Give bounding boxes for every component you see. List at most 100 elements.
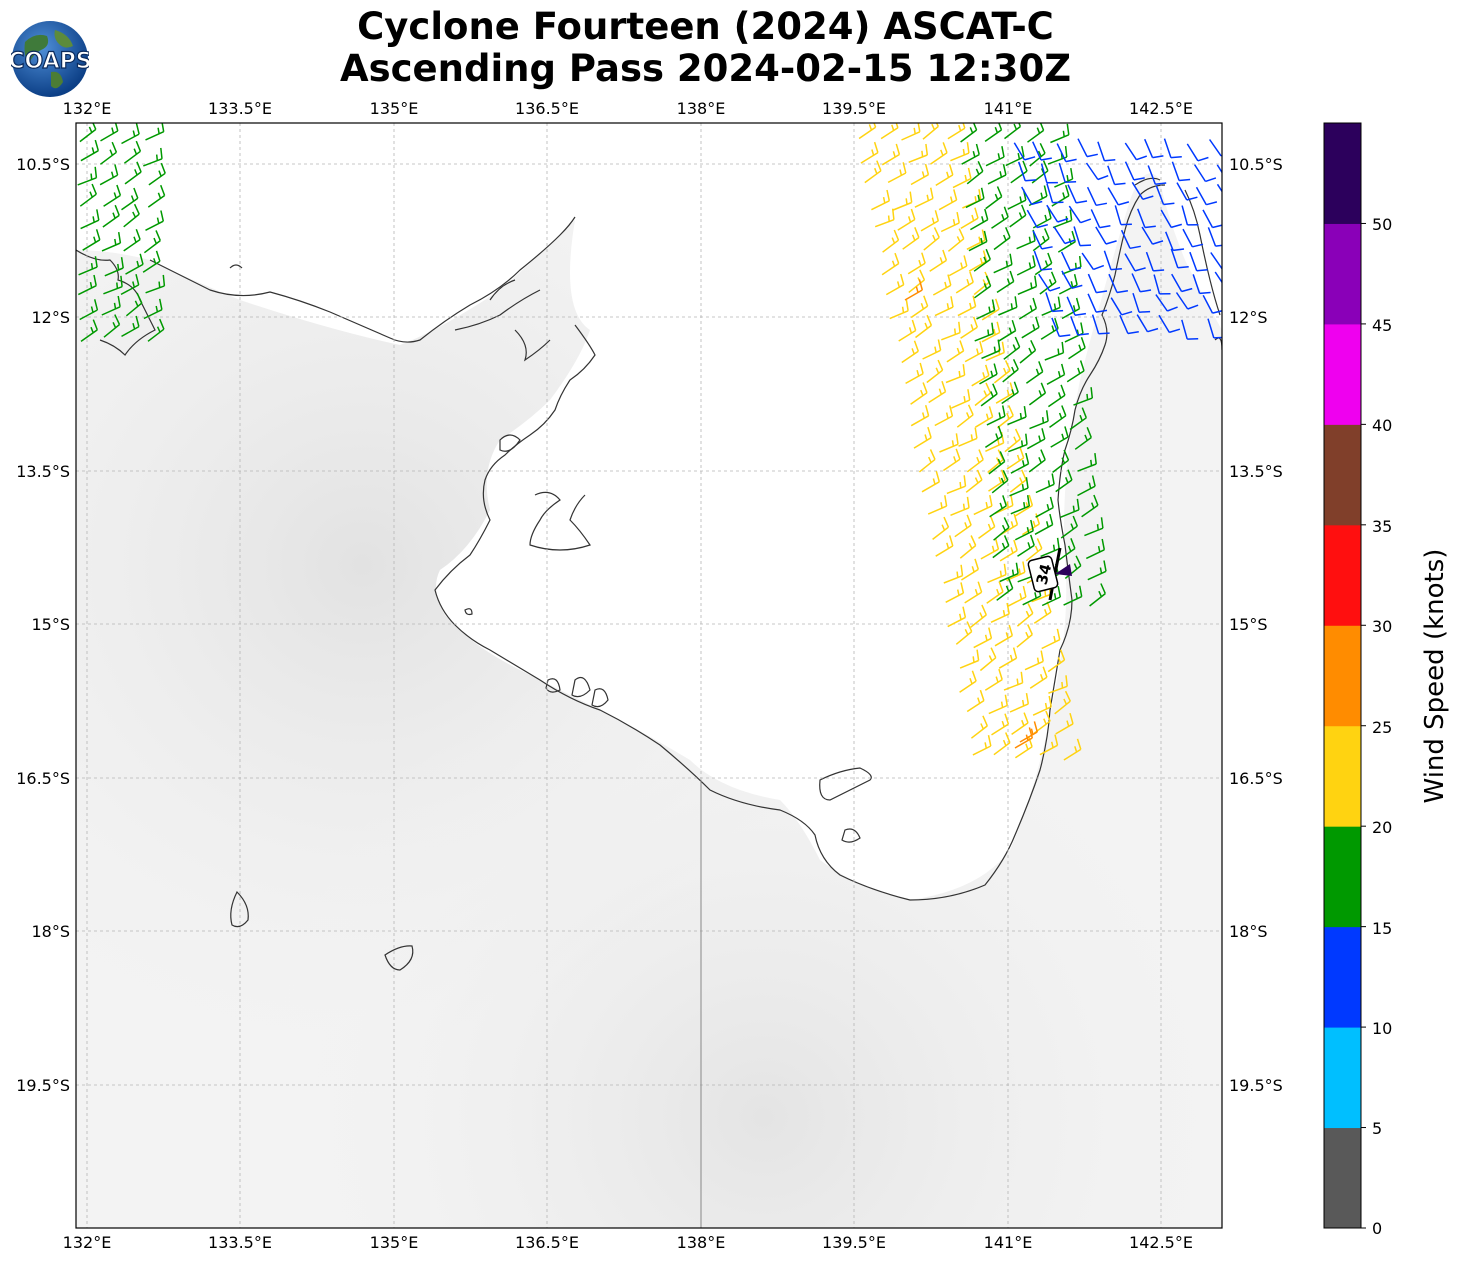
wind-barb bbox=[941, 321, 961, 341]
wind-barb bbox=[991, 206, 1009, 229]
wind-barb bbox=[1007, 405, 1027, 426]
wind-barb bbox=[1163, 138, 1182, 159]
wind-barb bbox=[1040, 317, 1059, 340]
wind-barb bbox=[880, 123, 899, 140]
wind-barb bbox=[1066, 296, 1087, 316]
wind-barb bbox=[946, 475, 967, 495]
wind-barb bbox=[929, 249, 948, 272]
wind-barb bbox=[1061, 256, 1082, 275]
lon-tick-bottom-6: 139.5°E bbox=[822, 1233, 886, 1252]
colorbar-segment bbox=[1324, 323, 1361, 425]
wind-barb bbox=[1054, 690, 1071, 715]
wind-barb bbox=[1004, 428, 1021, 453]
wind-barb bbox=[1021, 186, 1043, 206]
wind-barb bbox=[1193, 164, 1217, 183]
wind-barb bbox=[991, 469, 1009, 494]
wind-barb bbox=[1214, 271, 1222, 284]
wind-barb bbox=[78, 256, 98, 276]
colorbar-tick-5: 5 bbox=[1372, 1119, 1382, 1138]
wind-barb bbox=[1086, 186, 1108, 207]
wind-barb bbox=[994, 624, 1014, 647]
wind-barb bbox=[1005, 145, 1025, 167]
wind-barb bbox=[1028, 185, 1048, 207]
wind-barb bbox=[1016, 624, 1033, 648]
wind-barb bbox=[966, 160, 984, 185]
lat-tick-right-4: 15°S bbox=[1229, 615, 1268, 634]
wind-barb bbox=[995, 382, 1015, 404]
wind-barb bbox=[964, 581, 983, 604]
wind-barb bbox=[885, 273, 905, 296]
wind-barb bbox=[966, 689, 985, 713]
wind-barb bbox=[1061, 297, 1081, 320]
wind-barb bbox=[970, 715, 988, 739]
wind-barb bbox=[956, 404, 974, 428]
wind-barb bbox=[1192, 274, 1211, 295]
wind-barb bbox=[1158, 314, 1181, 334]
wind-barb bbox=[922, 339, 942, 360]
wind-barb bbox=[979, 363, 998, 385]
wind-barb bbox=[947, 123, 966, 140]
wind-barb bbox=[971, 364, 990, 387]
wind-barb bbox=[100, 123, 119, 142]
wind-barb bbox=[1137, 208, 1156, 229]
coastlines bbox=[76, 177, 1222, 971]
wind-barb bbox=[965, 187, 985, 209]
wind-barb bbox=[943, 564, 964, 584]
wind-barb bbox=[1081, 494, 1099, 518]
wind-barb bbox=[101, 231, 122, 252]
lat-tick-right-5: 16.5°S bbox=[1229, 769, 1283, 788]
lon-tick-top-6: 139.5°E bbox=[822, 99, 886, 118]
wind-barb bbox=[1026, 428, 1046, 450]
lat-tick-right-1: 10.5°S bbox=[1229, 155, 1283, 174]
wind-barb bbox=[974, 382, 992, 407]
wind-barb bbox=[1041, 586, 1062, 607]
wind-barb bbox=[123, 203, 140, 228]
wind-barb bbox=[994, 494, 1014, 515]
wind-barb bbox=[124, 161, 142, 185]
wind-barb bbox=[972, 735, 992, 756]
wind-barb bbox=[970, 208, 989, 231]
wind-barb bbox=[1002, 358, 1019, 383]
wind-barb bbox=[999, 539, 1018, 562]
wind-barb bbox=[955, 271, 974, 294]
wind-barb bbox=[1095, 226, 1117, 245]
wind-barb bbox=[1141, 226, 1164, 245]
wind-barb bbox=[946, 340, 965, 363]
wind-barb bbox=[147, 184, 166, 208]
wind-barb bbox=[1024, 650, 1044, 671]
lon-tick-bottom-3: 135°E bbox=[370, 1233, 419, 1252]
wind-barb bbox=[103, 184, 122, 207]
wind-barb bbox=[1050, 123, 1070, 144]
wind-barb bbox=[1022, 513, 1041, 536]
wind-barb bbox=[993, 227, 1011, 251]
wind-barb bbox=[1014, 494, 1034, 517]
wind-barb bbox=[1033, 250, 1053, 271]
wind-barb bbox=[920, 210, 940, 232]
wind-barb bbox=[940, 211, 960, 233]
wind-barb bbox=[998, 296, 1018, 316]
wind-barb bbox=[1025, 538, 1043, 562]
wind-barb bbox=[928, 380, 947, 404]
lon-tick-top-5: 138°E bbox=[677, 99, 726, 118]
wind-barb bbox=[904, 279, 924, 301]
wind-barb bbox=[970, 604, 987, 628]
wind-barb bbox=[1031, 583, 1052, 603]
wind-barb bbox=[981, 298, 1000, 321]
wind-barb bbox=[908, 143, 929, 163]
wind-barb bbox=[882, 229, 900, 253]
wind-barb bbox=[1054, 167, 1074, 188]
colorbar-tick-25: 25 bbox=[1372, 718, 1392, 737]
lon-tick-bottom-7: 141°E bbox=[984, 1233, 1033, 1252]
wind-barb bbox=[125, 292, 143, 317]
wind-barb bbox=[987, 449, 1004, 474]
wind-barb bbox=[945, 582, 965, 603]
wind-barb bbox=[962, 189, 982, 209]
wind-barb bbox=[910, 163, 930, 186]
wind-barb bbox=[123, 140, 142, 164]
wind-barb bbox=[934, 405, 954, 427]
wind-barb bbox=[143, 147, 163, 167]
wind-barb bbox=[99, 141, 118, 165]
wind-barb bbox=[1041, 628, 1061, 650]
wind-barb bbox=[1032, 695, 1052, 716]
wind-barb bbox=[950, 142, 970, 162]
